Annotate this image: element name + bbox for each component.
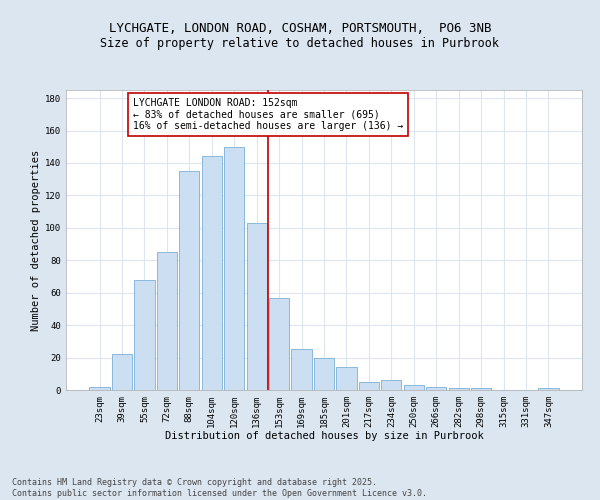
Bar <box>359 382 379 390</box>
Bar <box>471 388 491 390</box>
Text: Contains HM Land Registry data © Crown copyright and database right 2025.
Contai: Contains HM Land Registry data © Crown c… <box>12 478 427 498</box>
Bar <box>426 387 446 390</box>
Bar <box>337 368 356 390</box>
Bar <box>292 350 311 390</box>
Bar <box>202 156 222 390</box>
Text: LYCHGATE, LONDON ROAD, COSHAM, PORTSMOUTH,  PO6 3NB: LYCHGATE, LONDON ROAD, COSHAM, PORTSMOUT… <box>109 22 491 36</box>
Bar <box>381 380 401 390</box>
Bar <box>179 171 199 390</box>
Text: Size of property relative to detached houses in Purbrook: Size of property relative to detached ho… <box>101 38 499 51</box>
X-axis label: Distribution of detached houses by size in Purbrook: Distribution of detached houses by size … <box>164 432 484 442</box>
Text: LYCHGATE LONDON ROAD: 152sqm
← 83% of detached houses are smaller (695)
16% of s: LYCHGATE LONDON ROAD: 152sqm ← 83% of de… <box>133 98 403 131</box>
Bar <box>89 387 110 390</box>
Bar <box>538 388 559 390</box>
Bar <box>314 358 334 390</box>
Bar <box>404 385 424 390</box>
Bar <box>247 223 267 390</box>
Bar <box>157 252 177 390</box>
Bar <box>269 298 289 390</box>
Bar <box>224 147 244 390</box>
Y-axis label: Number of detached properties: Number of detached properties <box>31 150 41 330</box>
Bar <box>449 388 469 390</box>
Bar <box>134 280 155 390</box>
Bar <box>112 354 132 390</box>
